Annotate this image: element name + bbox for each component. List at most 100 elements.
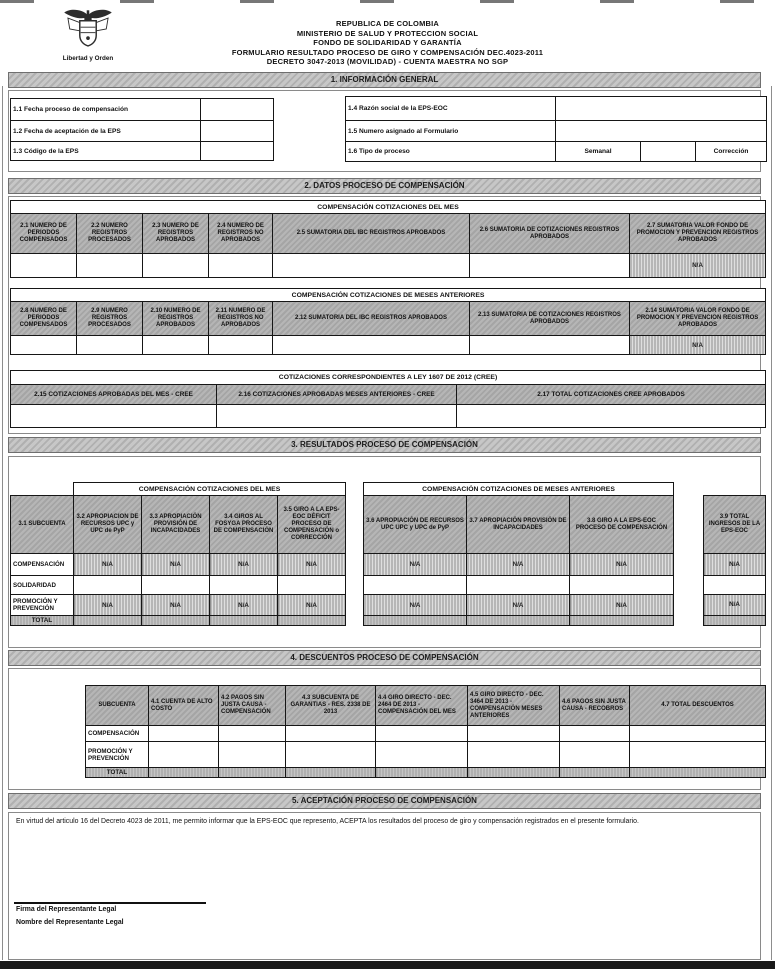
- spacer-cell: [11, 483, 74, 496]
- col-header-4-3: 4.3 SUBCUENTA DE GARANTIAS - RES. 2338 D…: [285, 685, 376, 726]
- value-cell[interactable]: [277, 575, 346, 595]
- value-cell[interactable]: [363, 575, 467, 595]
- value-cell[interactable]: [76, 253, 143, 278]
- value-cell[interactable]: [285, 725, 376, 742]
- total-cell: [209, 615, 278, 626]
- value-cell[interactable]: [10, 253, 77, 278]
- option-correccion[interactable]: Corrección: [694, 141, 768, 162]
- value-cell[interactable]: [10, 404, 217, 428]
- col-header-4-4: 4.4 GIRO DIRECTO - DEC. 2464 DE 2013 - C…: [375, 685, 468, 726]
- value-cell[interactable]: [216, 404, 457, 428]
- value-cell[interactable]: [629, 741, 766, 768]
- value-cell[interactable]: [272, 335, 470, 355]
- value-cell[interactable]: [148, 741, 219, 768]
- na-cell: N/A: [466, 594, 570, 616]
- col-header-2-11: 2.11 NUMERO DE REGISTROS NO APROBADOS: [208, 301, 273, 336]
- option-semanal[interactable]: Semanal: [555, 141, 641, 162]
- scan-artifact-bottom: [0, 961, 775, 969]
- name-label: Nombre del Representante Legal: [16, 919, 124, 926]
- value-cell[interactable]: [466, 575, 570, 595]
- na-cell: N/A: [363, 553, 467, 576]
- na-cell: N/A: [277, 594, 346, 616]
- field-value-1-6[interactable]: [640, 141, 696, 162]
- value-cell[interactable]: [218, 725, 286, 742]
- field-value-1-5[interactable]: [554, 120, 768, 142]
- field-value-1-4[interactable]: [554, 96, 768, 121]
- total-cell: [466, 615, 570, 626]
- total-cell: [363, 615, 467, 626]
- na-cell: N/A: [466, 553, 570, 576]
- row-label-solidaridad: SOLIDARIDAD: [10, 575, 74, 595]
- value-cell[interactable]: [208, 335, 273, 355]
- col-header-3-2: 3.2 APROPIACION DE RECURSOS UPC y UPC de…: [73, 495, 142, 554]
- row-label-pyp: PROMOCIÓN Y PREVENCIÓN: [10, 594, 74, 616]
- value-cell[interactable]: [208, 253, 273, 278]
- col-header-2-13: 2.13 SUMATORIA DE COTIZACIONES REGISTROS…: [469, 301, 630, 336]
- col-header-3-1: 3.1 SUBCUENTA: [10, 495, 74, 554]
- col-header-2-8: 2.8 NUMERO DE PERIODOS COMPENSADOS: [10, 301, 77, 336]
- field-value-1-3[interactable]: [200, 141, 274, 161]
- value-cell[interactable]: [559, 725, 630, 742]
- value-cell[interactable]: [76, 335, 143, 355]
- col-header-subcuenta: SUBCUENTA: [85, 685, 149, 726]
- title-line-4: FORMULARIO RESULTADO PROCESO DE GIRO Y C…: [231, 47, 544, 57]
- col-header-2-9: 2.9 NUMERO REGISTROS PROCESADOS: [76, 301, 143, 336]
- section1-bar: 1. INFORMACIÓN GENERAL: [8, 72, 761, 88]
- section2-bar: 2. DATOS PROCESO DE COMPENSACIÓN: [8, 178, 761, 194]
- value-cell[interactable]: [218, 741, 286, 768]
- value-cell[interactable]: [73, 575, 142, 595]
- value-cell[interactable]: [559, 741, 630, 768]
- col-header-2-12: 2.12 SUMATORIA DEL IBC REGISTROS APROBAD…: [272, 301, 470, 336]
- section3-bar: 3. RESULTADOS PROCESO DE COMPENSACIÓN: [8, 437, 761, 453]
- value-cell[interactable]: [142, 253, 209, 278]
- title-line-5: DECRETO 3047-2013 (MOVILIDAD) - CUENTA M…: [266, 57, 509, 67]
- value-cell[interactable]: [455, 404, 767, 428]
- value-cell[interactable]: [703, 574, 766, 595]
- col-header-3-9: 3.9 TOTAL INGRESOS DE LA EPS-EOC: [703, 494, 766, 554]
- col-header-2-6: 2.6 SUMATORIA DE COTIZACIONES REGISTROS …: [469, 213, 630, 254]
- total-cell: [629, 767, 766, 778]
- value-cell[interactable]: [141, 575, 210, 595]
- value-cell[interactable]: [568, 575, 675, 595]
- total-cell: [218, 767, 286, 778]
- value-cell[interactable]: [469, 253, 630, 278]
- value-cell[interactable]: [375, 741, 468, 768]
- value-cell[interactable]: [467, 741, 560, 768]
- table-cree: COTIZACIONES CORRESPONDIENTES A LEY 1607…: [9, 370, 767, 428]
- col-header-3-3: 3.3 APROPIACIÓN PROVISIÓN DE INCAPACIDAD…: [141, 495, 210, 554]
- total-cell: [73, 615, 142, 626]
- value-cell[interactable]: [375, 725, 468, 742]
- total-cell: [285, 767, 376, 778]
- title-line-2: MINISTERIO DE SALUD Y PROTECCION SOCIAL: [296, 28, 479, 38]
- col-header-2-5: 2.5 SUMATORIA DEL IBC REGISTROS APROBADO…: [272, 213, 470, 254]
- colombia-coat-of-arms: Libertad y Orden: [55, 8, 121, 66]
- value-cell[interactable]: [285, 741, 376, 768]
- value-cell[interactable]: [10, 335, 77, 355]
- total-cell: [559, 767, 630, 778]
- value-cell[interactable]: [142, 335, 209, 355]
- section4-bar: 4. DESCUENTOS PROCESO DE COMPENSACIÓN: [8, 650, 761, 666]
- value-cell[interactable]: [209, 575, 278, 595]
- value-cell[interactable]: [148, 725, 219, 742]
- field-value-1-2[interactable]: [200, 120, 274, 142]
- signature-line: [14, 902, 206, 904]
- total-cell: [141, 615, 210, 626]
- section5-bar: 5. ACEPTACIÓN PROCESO DE COMPENSACIÓN: [8, 793, 761, 809]
- col-header-2-10: 2.10 NUMERO DE REGISTROS APROBADOS: [142, 301, 209, 336]
- value-cell[interactable]: [467, 725, 560, 742]
- value-cell[interactable]: [272, 253, 470, 278]
- total-cell: [375, 767, 468, 778]
- value-cell[interactable]: [629, 725, 766, 742]
- total-cell: [148, 767, 219, 778]
- field-value-1-1[interactable]: [200, 98, 274, 121]
- table-title: COMPENSACIÓN COTIZACIONES DEL MES: [9, 200, 767, 214]
- na-cell: N/A: [73, 594, 142, 616]
- table-title: COTIZACIONES CORRESPONDIENTES A LEY 1607…: [9, 370, 767, 385]
- row-label-total: TOTAL: [10, 615, 74, 626]
- resultados-total-col-table: 3.9 TOTAL INGRESOS DE LA EPS-EOC N/A N/A: [703, 482, 766, 626]
- logo-caption: Libertad y Orden: [62, 55, 114, 62]
- col-header-2-1: 2.1 NUMERO DE PERIODOS COMPENSADOS: [10, 213, 77, 254]
- title-line-1: REPUBLICA DE COLOMBIA: [335, 19, 440, 28]
- value-cell[interactable]: [469, 335, 630, 355]
